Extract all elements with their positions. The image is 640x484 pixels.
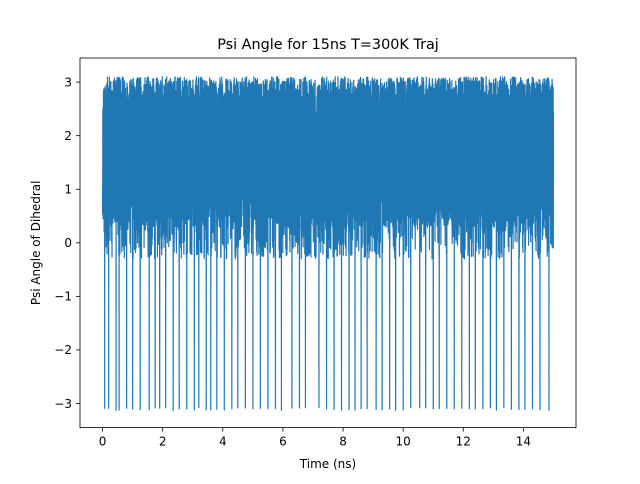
y-tick-label: 0	[64, 236, 72, 250]
y-axis-ticks: 3 2 1 0 −1 −2 −3	[54, 75, 80, 411]
x-tick-label: 0	[99, 435, 107, 449]
y-tick-label: −3	[54, 397, 72, 411]
y-tick-label: −1	[54, 290, 72, 304]
y-tick-label: −2	[54, 343, 72, 357]
chart-title: Psi Angle for 15ns T=300K Traj	[217, 37, 439, 53]
x-axis-ticks: 0 2 4 6 8 10 12 14	[99, 427, 531, 449]
y-axis-label: Psi Angle of Dihedral	[29, 181, 43, 306]
x-axis-label: Time (ns)	[299, 457, 356, 471]
y-tick-label: 3	[64, 75, 72, 89]
x-tick-label: 10	[396, 435, 411, 449]
series-line-psi	[101, 76, 555, 411]
x-tick-label: 14	[516, 435, 531, 449]
y-tick-label: 2	[64, 129, 72, 143]
x-tick-label: 12	[456, 435, 471, 449]
y-tick-label: 1	[64, 183, 72, 197]
x-tick-label: 2	[159, 435, 167, 449]
x-tick-label: 6	[279, 435, 287, 449]
x-tick-label: 8	[339, 435, 347, 449]
x-tick-label: 4	[219, 435, 227, 449]
plot-area	[101, 76, 555, 411]
